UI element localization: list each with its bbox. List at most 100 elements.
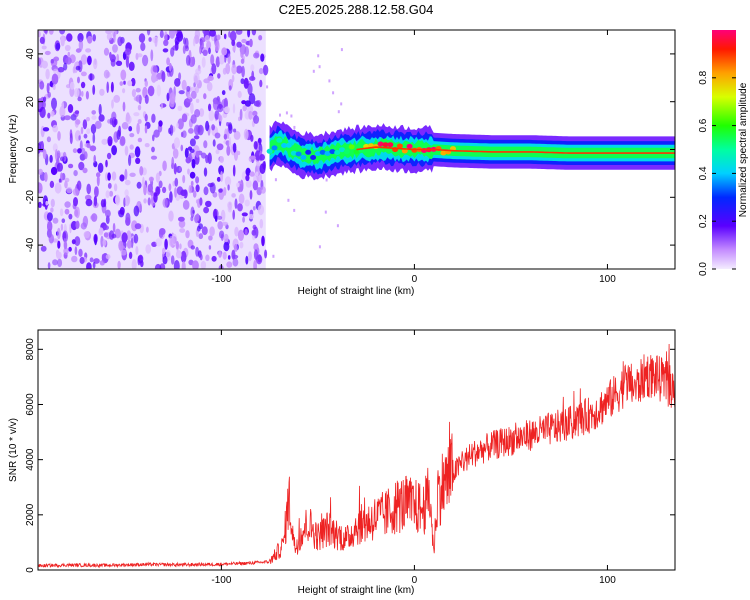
noise-blob xyxy=(53,68,59,74)
spectrogram-ytick-label: -20 xyxy=(25,190,36,205)
signal-blob xyxy=(324,151,331,156)
noise-blob xyxy=(122,88,126,94)
sparse-noise-dot xyxy=(293,125,296,129)
noise-blob xyxy=(99,260,105,266)
signal-core xyxy=(356,146,675,154)
noise-blob xyxy=(232,103,236,114)
noise-blob xyxy=(71,239,76,245)
noise-blob xyxy=(228,124,233,134)
noise-blob xyxy=(46,82,50,94)
noise-blob xyxy=(121,122,129,130)
noise-blob xyxy=(261,235,265,247)
noise-blob xyxy=(60,35,65,47)
noise-blob xyxy=(73,197,78,207)
noise-blob xyxy=(194,86,199,94)
spectrogram-ytick-label: 0 xyxy=(25,146,36,152)
sparse-noise-dot xyxy=(318,245,321,249)
noise-blob xyxy=(144,125,148,134)
noise-blob xyxy=(237,229,245,241)
spectrogram-x-label: Height of straight line (km) xyxy=(298,286,415,297)
noise-blob xyxy=(162,48,169,53)
noise-blob xyxy=(144,94,149,105)
noise-blob xyxy=(81,90,84,97)
noise-blob xyxy=(190,180,194,187)
noise-blob xyxy=(133,233,139,244)
noise-blob xyxy=(211,255,217,262)
noise-blob xyxy=(174,187,177,198)
snr-xtick-label: 0 xyxy=(412,575,418,586)
noise-blob xyxy=(175,240,179,250)
noise-blob xyxy=(61,101,65,113)
signal-blob xyxy=(276,137,283,143)
noise-blob xyxy=(253,115,260,124)
noise-blob xyxy=(106,152,112,160)
noise-blob xyxy=(210,54,215,66)
noise-blob xyxy=(209,226,215,237)
noise-blob xyxy=(57,240,61,249)
noise-blob xyxy=(50,166,58,176)
noise-blob xyxy=(200,260,207,269)
noise-blob xyxy=(119,206,125,215)
noise-blob xyxy=(190,102,194,115)
colorbar-tick-label: 0.6 xyxy=(698,118,709,132)
figure-title: C2E5.2025.288.12.58.G04 xyxy=(279,2,434,17)
noise-blob xyxy=(81,147,86,156)
noise-blob xyxy=(72,188,79,196)
noise-blob xyxy=(259,79,263,88)
noise-blob xyxy=(175,250,182,259)
spectrogram-ytick-label: 40 xyxy=(25,48,36,60)
noise-blob xyxy=(80,71,87,77)
noise-blob xyxy=(74,236,81,247)
noise-blob xyxy=(63,247,69,256)
noise-blob xyxy=(135,157,141,164)
snr-xtick-label: -100 xyxy=(211,575,231,586)
noise-blob xyxy=(38,30,41,38)
noise-blob xyxy=(113,183,118,192)
noise-blob xyxy=(240,58,245,64)
noise-blob xyxy=(42,149,47,160)
noise-blob xyxy=(85,90,89,100)
noise-blob xyxy=(253,259,257,269)
noise-blob xyxy=(106,81,109,94)
noise-blob xyxy=(233,243,238,252)
snr-ytick-label: 0 xyxy=(25,567,36,573)
noise-blob xyxy=(235,30,243,35)
noise-blob xyxy=(192,38,196,47)
noise-blob xyxy=(218,188,223,193)
noise-blob xyxy=(214,40,220,52)
noise-blob xyxy=(215,149,220,155)
noise-blob xyxy=(66,186,73,194)
noise-blob xyxy=(185,97,193,103)
noise-blob xyxy=(44,50,51,56)
noise-blob xyxy=(117,36,123,47)
colorbar-tick-label: 0.4 xyxy=(698,166,709,180)
noise-blob xyxy=(248,110,253,120)
noise-blob xyxy=(155,238,162,247)
noise-blob xyxy=(57,66,65,73)
noise-blob xyxy=(50,59,54,64)
noise-blob xyxy=(252,180,259,191)
signal-blob xyxy=(353,149,360,155)
noise-blob xyxy=(148,176,154,182)
noise-blob xyxy=(236,41,242,48)
noise-blob xyxy=(51,73,59,85)
noise-blob xyxy=(126,239,132,249)
noise-blob xyxy=(150,155,158,160)
noise-blob xyxy=(232,142,237,153)
noise-blob xyxy=(80,126,84,135)
noise-blob xyxy=(77,96,82,102)
noise-blob xyxy=(145,244,151,254)
noise-blob xyxy=(251,229,257,236)
noise-blob xyxy=(248,213,254,220)
noise-blob xyxy=(72,66,76,74)
noise-blob xyxy=(195,150,200,158)
noise-blob xyxy=(192,260,199,269)
noise-blob xyxy=(38,142,42,154)
noise-blob xyxy=(226,145,231,156)
noise-blob xyxy=(102,239,107,247)
noise-blob xyxy=(90,123,97,134)
noise-blob xyxy=(47,262,51,269)
noise-blob xyxy=(128,61,135,71)
noise-blob xyxy=(103,232,109,238)
noise-blob xyxy=(223,233,229,243)
